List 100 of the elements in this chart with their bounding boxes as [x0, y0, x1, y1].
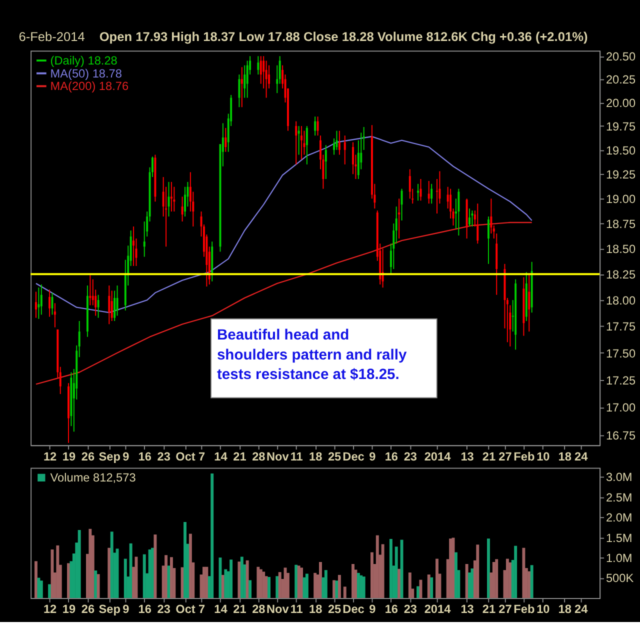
bar: [78, 530, 81, 598]
x-tick-label: 21: [482, 602, 496, 616]
bar: [416, 586, 420, 598]
bar: [400, 540, 404, 598]
candlestick: [300, 126, 303, 160]
candlestick: [316, 116, 319, 136]
bar: [305, 574, 308, 598]
candlestick: [40, 284, 42, 316]
bar: [248, 580, 252, 598]
bar: [56, 545, 60, 598]
candlestick: [303, 130, 306, 156]
candlestick: [428, 180, 430, 204]
candlestick: [97, 294, 100, 318]
bar: [362, 576, 366, 598]
bar: [154, 534, 157, 598]
candlestick: [116, 285, 118, 316]
candlestick: [471, 210, 474, 227]
x-tick-label: 26: [81, 602, 95, 616]
candlestick: [338, 130, 340, 156]
candlestick: [306, 126, 308, 165]
y-tick-label: 18.50: [606, 242, 636, 256]
candlestick: [344, 135, 346, 165]
candlestick: [244, 64, 246, 98]
candlestick: [48, 289, 51, 318]
bar: [278, 572, 282, 598]
candlestick: [54, 302, 56, 328]
x-tick-label: Oct: [176, 602, 196, 616]
bar: [205, 566, 208, 598]
bar: [454, 552, 458, 598]
y-tick-label: 20.25: [606, 72, 636, 87]
line-series: [35, 136, 532, 314]
y-tick-label: 18.25: [606, 268, 636, 282]
bar: [142, 554, 146, 598]
x-tick-label: 23: [157, 449, 171, 464]
bar: [246, 560, 249, 598]
x-tick-label: 28: [252, 602, 266, 616]
x-tick-label: 16: [138, 449, 152, 464]
candlestick: [458, 188, 460, 236]
bar: [528, 571, 531, 598]
bar: [110, 532, 114, 598]
x-tick-label: 26: [81, 449, 95, 464]
x-tick-label: 14: [214, 449, 228, 464]
candlestick: [89, 274, 92, 306]
bar: [381, 544, 384, 598]
y-tick-label: 19.75: [606, 119, 636, 134]
candlestick: [490, 198, 492, 234]
candlestick: [224, 127, 227, 152]
bar: [449, 538, 452, 598]
x-tick-label: 11: [290, 449, 304, 464]
candlestick: [240, 66, 243, 108]
y-tick-label: 19.50: [606, 143, 636, 158]
y-tick-label: 19.25: [606, 168, 636, 182]
x-tick-label: 10: [536, 602, 550, 616]
legend-label: Volume 812,573: [50, 470, 136, 485]
candlestick: [173, 186, 176, 212]
candlestick: [108, 285, 110, 325]
bar: [230, 560, 233, 598]
candlestick: [476, 203, 479, 244]
x-tick-label: 9: [122, 602, 130, 616]
bar: [522, 548, 526, 598]
bar: [508, 562, 512, 598]
bar: [389, 538, 392, 598]
candlestick: [314, 116, 316, 136]
x-tick-label: 23: [404, 449, 418, 464]
x-tick-label: 16: [384, 449, 398, 464]
bar: [300, 568, 303, 598]
x-tick-label: 16: [384, 602, 398, 616]
x-tick-label: 10: [536, 449, 550, 464]
candlestick: [408, 168, 411, 200]
candlestick: [265, 60, 268, 98]
candlestick: [238, 74, 240, 108]
candlestick: [184, 186, 186, 217]
bar: [294, 564, 298, 598]
bar: [338, 574, 341, 598]
bar: [256, 566, 260, 598]
x-tick-label: 18: [308, 449, 323, 464]
x-tick-label: 12: [43, 602, 58, 616]
bar: [96, 574, 100, 598]
x-tick-label: 25: [328, 449, 342, 464]
candlestick: [170, 181, 172, 212]
legend-label: MA(50) 18.78: [50, 66, 122, 80]
candlestick: [528, 274, 530, 332]
candlestick: [468, 208, 470, 227]
x-tick-label: 7: [198, 449, 206, 464]
x-tick-label: 27: [498, 602, 512, 616]
bar: [238, 562, 241, 598]
y-tick-label: 2.0M: [606, 510, 632, 525]
bar: [470, 568, 474, 598]
bar: [276, 576, 279, 598]
bar: [40, 580, 43, 598]
candlestick: [430, 183, 433, 204]
y-tick-label: 3.0M: [606, 470, 632, 484]
x-tick-label: 23: [404, 602, 418, 616]
y-tick-label: 20.00: [606, 96, 636, 110]
y-tick-label: 19.00: [606, 192, 636, 206]
bar: [394, 546, 398, 598]
x-tick-label: 9: [369, 449, 376, 464]
x-tick-label: Feb: [514, 602, 535, 616]
x-tick-label: 24: [574, 602, 588, 616]
bar: [314, 572, 317, 598]
